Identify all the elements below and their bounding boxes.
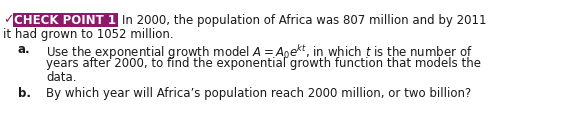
Text: a.: a. <box>18 43 31 56</box>
Text: ✓: ✓ <box>3 13 14 26</box>
Text: In 2000, the population of Africa was 807 million and by 2011: In 2000, the population of Africa was 80… <box>122 14 486 27</box>
Text: years after 2000, to find the exponential growth function that models the: years after 2000, to find the exponentia… <box>46 57 481 70</box>
Text: data.: data. <box>46 71 77 84</box>
Text: it had grown to 1052 million.: it had grown to 1052 million. <box>3 28 174 41</box>
FancyBboxPatch shape <box>13 13 118 27</box>
Text: Use the exponential growth model $A = A_0e^{kt}$, in which $t$ is the number of: Use the exponential growth model $A = A_… <box>46 43 473 62</box>
Text: CHECK POINT 1: CHECK POINT 1 <box>14 14 116 27</box>
Text: b.: b. <box>18 87 31 100</box>
Text: By which year will Africa’s population reach 2000 million, or two billion?: By which year will Africa’s population r… <box>46 87 471 100</box>
